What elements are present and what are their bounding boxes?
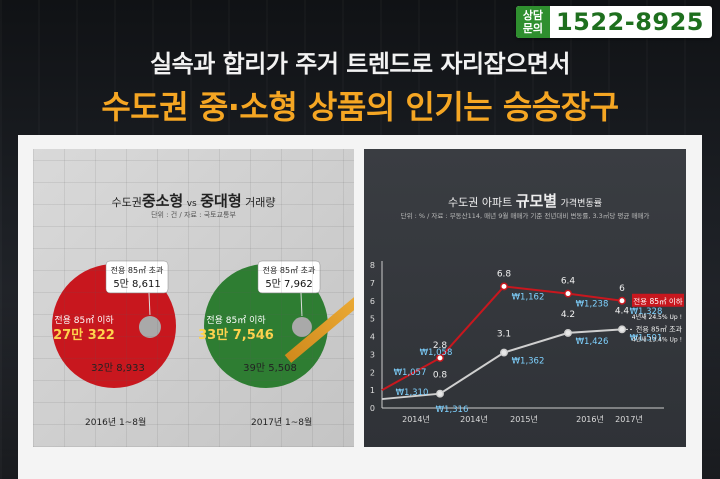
series2-value-label: 4.4 <box>615 306 630 316</box>
pie1-large-area-value: 5만 8,611 <box>113 278 160 290</box>
pie-charts: 전용 85㎡ 이하27만 322전용 85㎡ 초과5만 8,61132만 8,9… <box>52 260 328 388</box>
y-tick-label: 2 <box>370 368 375 377</box>
series1-point <box>500 282 508 291</box>
series1-value-label: 6.4 <box>561 277 576 287</box>
line-chart: 0 1 2 3 4 5 6 7 8 2014년 2014년 2015년 2016년 2017년 2.8 6.8… <box>370 261 684 424</box>
series2-price-label: ₩1,316 <box>436 405 469 415</box>
phone-number[interactable]: 1522-8925 <box>555 8 704 36</box>
y-tick-label: 8 <box>370 261 375 270</box>
series2-note: 4년새 13.4% Up ! <box>632 335 682 343</box>
consult-label-line2: 문의 <box>522 22 544 35</box>
blueprint-texture <box>33 149 354 447</box>
pie2-small-area-label: 전용 85㎡ 이하 <box>206 315 266 326</box>
series1-legend-label: 전용 85㎡ 이하 <box>633 296 683 306</box>
right-chart-subtitle: 단위 : % / 자료 : 부동산114, 매년 9월 매매가 기준 전년대비 … <box>400 212 650 220</box>
series1-price-label: ₩1,057 <box>394 368 427 378</box>
left-chart-title: 수도권중소형 vs 중대형 거래량 <box>33 190 354 211</box>
series1-value-label: 6 <box>619 284 625 294</box>
pie1-period: 2016년 1~8월 <box>85 418 147 428</box>
y-tick-label: 7 <box>370 279 375 288</box>
series1-price-label: ₩1,058 <box>420 348 453 358</box>
series2-price-label: ₩1,362 <box>512 357 545 367</box>
series1-price-label: ₩1,238 <box>576 300 609 310</box>
series1-legend-box <box>632 293 684 307</box>
series2-legend-label: 전용 85㎡ 초과 <box>636 324 683 333</box>
y-tick-label: 4 <box>370 333 375 342</box>
left-title-big1: 중소형 <box>141 192 184 210</box>
y-tick-label: 1 <box>370 386 375 395</box>
y-tick-label: 5 <box>370 315 375 324</box>
pie1-small-area-value: 27만 322 <box>53 327 115 343</box>
series1-note: 4년새 24.5% Up ! <box>632 313 682 321</box>
series2-point <box>500 348 508 357</box>
series2-price-label: ₩1,501 <box>630 333 663 343</box>
pie2-callout-box <box>257 260 321 294</box>
series2-point <box>618 325 626 334</box>
pie2-slice-large-area <box>291 317 312 337</box>
headline-top: 실속과 합리가 주거 트렌드로 자리잡으면서 <box>150 50 570 78</box>
series1-price-label: ₩1,328 <box>630 307 663 317</box>
right-title-big: 규모별 <box>515 192 558 210</box>
series2-value-label: 4.2 <box>561 310 575 320</box>
pie1-slice-small-area <box>52 264 176 388</box>
x-tick-label: 2017년 <box>615 414 643 424</box>
left-title-big2: 중대형 <box>200 192 242 210</box>
series1-point <box>618 296 626 305</box>
right-title-part2: 가격변동률 <box>560 199 603 209</box>
phone-contact-box[interactable]: 상담 문의 1522-8925 <box>515 6 712 38</box>
pie1-small-area-label: 전용 85㎡ 이하 <box>54 315 114 326</box>
left-title-vs: vs <box>186 199 197 209</box>
series1-value-label: 6.8 <box>497 269 512 279</box>
series2-value-label: 0.8 <box>433 371 448 381</box>
y-tick-label: 3 <box>370 350 375 359</box>
pie1-large-area-label: 전용 85㎡ 초과 <box>111 265 164 275</box>
y-tick-label: 6 <box>370 297 375 306</box>
x-tick-label: 2014년 <box>460 414 488 424</box>
x-tick-label: 2016년 <box>576 414 604 424</box>
consult-label: 상담 문의 <box>515 6 550 38</box>
headline-main: 수도권 중·소형 상품의 인기는 승승장구 <box>101 88 619 126</box>
pie2-large-area-value: 5만 7,962 <box>265 278 312 290</box>
pie2-small-area-value: 33만 7,546 <box>198 327 274 343</box>
pie2-period: 2017년 1~8월 <box>251 418 313 428</box>
series1-price-label: ₩1,162 <box>512 292 545 302</box>
series1-point <box>564 289 572 298</box>
y-tick-label: 0 <box>370 404 375 413</box>
series2-value-label: 3.1 <box>497 330 511 340</box>
pie2-large-area-label: 전용 85㎡ 초과 <box>263 265 316 275</box>
pie1-callout-line <box>148 292 151 316</box>
consult-label-line1: 상담 <box>522 9 544 22</box>
x-tick-label: 2014년 <box>402 414 430 424</box>
pie1-slice-large-area <box>138 316 161 338</box>
series2-point <box>436 389 444 398</box>
x-tick-label: 2015년 <box>510 414 538 424</box>
pie1-callout-box <box>105 260 169 294</box>
series2-price-label: ₩1,426 <box>576 337 609 347</box>
pie2-total: 39만 5,508 <box>243 362 297 374</box>
right-chart-title: 수도권 아파트 규모별 가격변동률 <box>364 190 686 211</box>
left-title-part1: 수도권 <box>111 196 142 209</box>
series1-point <box>436 354 444 362</box>
right-title-part1: 수도권 아파트 <box>447 196 513 209</box>
series2-price-label: ₩1,310 <box>396 388 429 398</box>
series2-point <box>564 328 572 337</box>
transaction-volume-panel: 수도권중소형 vs 중대형 거래량 단위 : 건 / 자료 : 국토교통부 전용… <box>33 149 354 447</box>
pie1-total: 32만 8,933 <box>91 362 145 374</box>
series1-value-label: 2.8 <box>433 341 448 351</box>
price-change-panel: 수도권 아파트 규모별 가격변동률 단위 : % / 자료 : 부동산114, … <box>364 149 686 447</box>
left-title-part2: 거래량 <box>245 196 276 209</box>
pie2-callout-line <box>300 292 303 317</box>
left-chart-subtitle: 단위 : 건 / 자료 : 국토교통부 <box>151 211 236 219</box>
